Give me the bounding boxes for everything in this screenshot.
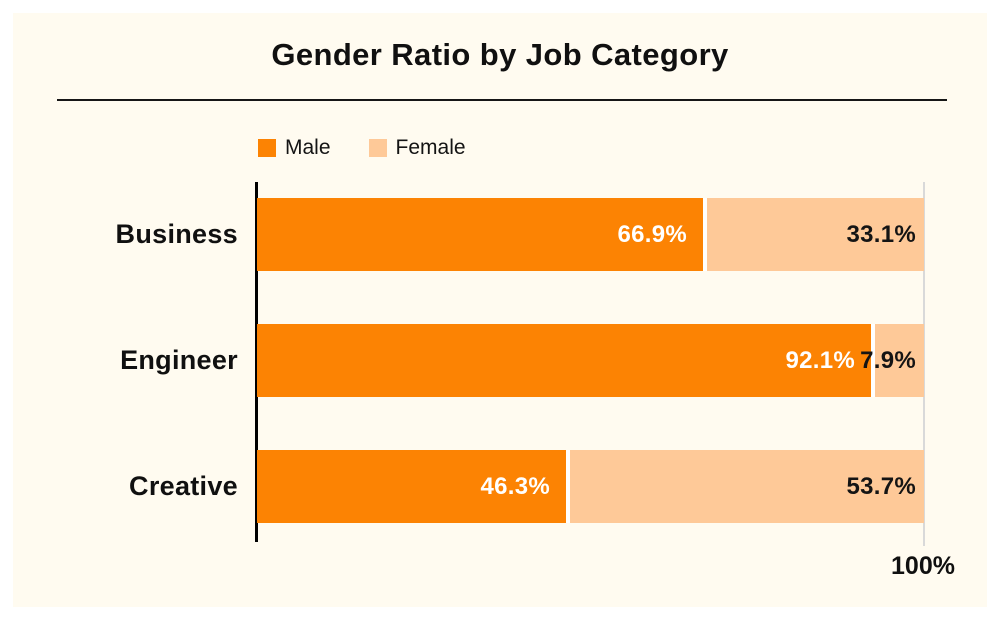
legend-item-male: Male [258,136,331,160]
category-label-business: Business [115,219,238,249]
value-label-male-business: 66.9% [617,220,687,248]
gridline-100 [923,182,925,546]
legend: Male Female [258,136,466,160]
category-label-engineer: Engineer [120,345,238,375]
value-label-male-engineer: 92.1% [785,346,855,374]
title-divider [57,99,947,101]
chart-panel: Gender Ratio by Job Category Male Female… [13,13,987,607]
bar-row-business: 66.9% 33.1% [257,198,924,271]
female-swatch-icon [368,139,387,157]
bar-segment-male-engineer: 92.1% [257,324,871,397]
bar-row-creative: 46.3% 53.7% [257,450,924,523]
bar-row-engineer: 92.1% 7.9% [257,324,924,397]
male-swatch-icon [258,139,276,157]
value-label-female-engineer: 7.9% [860,346,916,374]
bar-segment-female-creative: 53.7% [566,450,924,523]
value-label-female-business: 33.1% [846,220,916,248]
legend-label-male: Male [285,136,331,159]
category-label-creative: Creative [129,471,238,501]
bar-segment-female-engineer: 7.9% [860,324,924,397]
bar-segment-male-business: 66.9% [257,198,703,271]
value-label-male-creative: 46.3% [480,472,550,500]
x-axis-max-label: 100% [891,552,955,580]
value-label-female-creative: 53.7% [846,472,916,500]
legend-label-female: Female [395,136,466,159]
bar-segment-male-creative: 46.3% [257,450,566,523]
y-axis-line [255,182,258,542]
chart-title: Gender Ratio by Job Category [271,37,729,72]
bar-segment-female-business: 33.1% [703,198,924,271]
legend-item-female: Female [368,136,466,160]
plot-area: Business 66.9% 33.1% Engineer 92.1% 7.9% Creat… [13,13,987,607]
